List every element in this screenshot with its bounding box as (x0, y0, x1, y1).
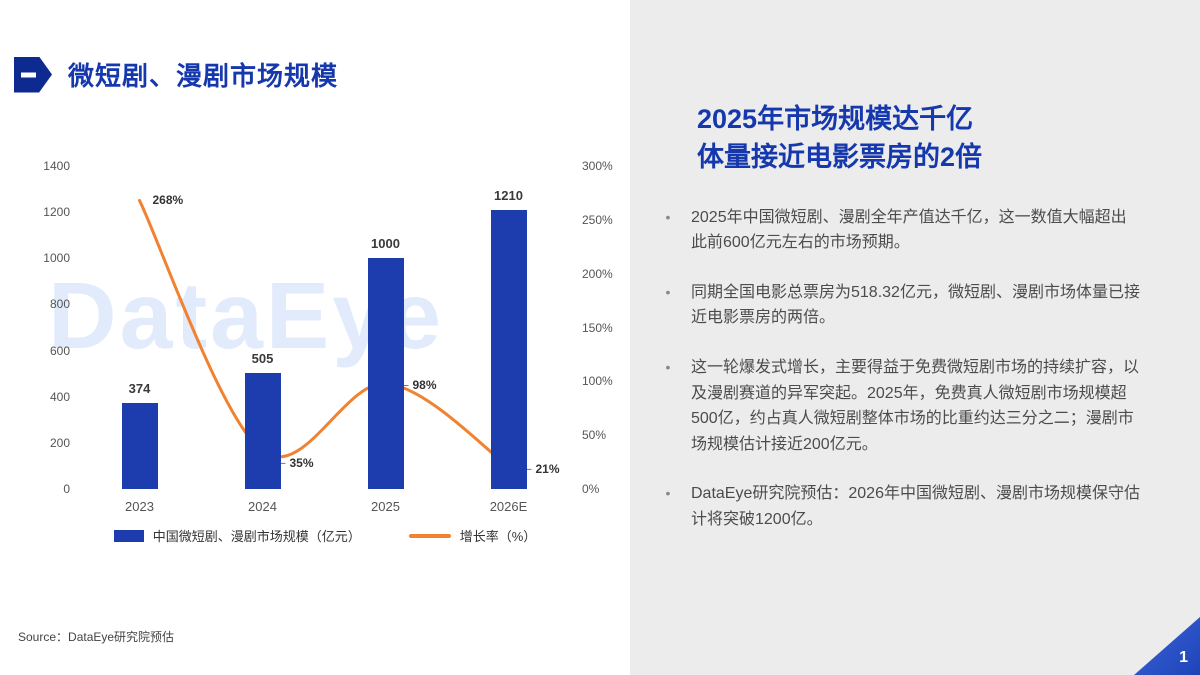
left-axis-tick: 600 (49, 343, 70, 358)
chart-legend: 中国微短剧、漫剧市场规模（亿元） 增长率（%） (30, 526, 620, 545)
left-axis-ticks: 1400 1200 1000 800 600 400 200 0 (30, 159, 70, 496)
left-axis-tick: 1400 (43, 159, 70, 173)
left-axis-tick: 0 (63, 482, 70, 496)
bar-value-label: 1210 (494, 187, 523, 203)
bullet-text: 2025年中国微短剧、漫剧全年产值达千亿，这一数值大幅超出此前600亿元左右的市… (691, 208, 1127, 252)
bullet-dot: • (665, 208, 671, 225)
market-size-bar (367, 258, 404, 489)
left-axis-tick: 800 (49, 297, 70, 312)
x-axis-label: 2023 (125, 499, 154, 514)
panel-heading: 2025年市场规模达千亿 体量接近电影票房的2倍 (697, 100, 1150, 177)
list-item: • DataEye研究院预估：2026年中国微短剧、漫剧市场规模保守估计将突破12… (658, 481, 1142, 532)
list-item: • 同期全国电影总票房为518.32亿元，微短剧、漫剧市场体量已接近电影票房的两倍… (658, 280, 1142, 331)
growth-rate-label: 21% (535, 462, 560, 477)
market-size-chart: 1400 1200 1000 800 600 400 200 0 374 505 1000 1210… (30, 158, 620, 558)
bullet-text: 这一轮爆发式增长，主要得益于免费微短剧市场的持续扩容，以及漫剧赛道的异军突起。2… (691, 359, 1140, 453)
bullet-text: DataEye研究院预估：2026年中国微短剧、漫剧市场规模保守估计将突破120… (691, 485, 1140, 528)
left-axis-tick: 1200 (43, 205, 70, 220)
x-axis-labels: 2023 2024 2025 2026E (78, 499, 570, 517)
growth-rate-label: 98% (412, 378, 437, 393)
market-size-bar (244, 372, 281, 489)
right-axis-tick: 50% (582, 428, 607, 443)
page-number: 1 (1179, 649, 1188, 666)
slide-header: 微短剧、漫剧市场规模 (14, 56, 338, 93)
bullet-list: • 2025年中国微短剧、漫剧全年产值达千亿，这一数值大幅超出此前600亿元左右的… (658, 205, 1142, 533)
source-note: Source：DataEye研究院预估 (18, 630, 175, 644)
growth-rate-label: 35% (289, 456, 314, 471)
right-axis-tick: 100% (582, 374, 613, 389)
title-marker-icon (14, 56, 52, 93)
growth-rate-label: 268% (152, 193, 184, 208)
left-axis-tick: 1000 (43, 251, 70, 266)
x-axis-label: 2026E (489, 499, 528, 514)
list-item: • 这一轮爆发式增长，主要得益于免费微短剧市场的持续扩容，以及漫剧赛道的异军突起。… (658, 355, 1142, 457)
x-axis-label: 2024 (248, 499, 277, 514)
legend-line-swatch (408, 533, 451, 538)
page-title: 微短剧、漫剧市场规模 (68, 61, 339, 91)
x-axis-label: 2025 (371, 499, 400, 514)
left-axis-tick: 400 (49, 389, 70, 404)
right-axis-tick: 0% (582, 482, 600, 496)
right-axis-tick: 300% (582, 159, 613, 173)
left-axis-tick: 200 (49, 435, 70, 450)
panel-heading-line1: 2025年市场规模达千亿 (697, 104, 974, 134)
bullet-text: 同期全国电影总票房为518.32亿元，微短剧、漫剧市场体量已接近电影票房的两倍。 (691, 283, 1140, 327)
bullet-dot: • (665, 283, 671, 300)
legend-bar-swatch (113, 529, 144, 542)
list-item: • 2025年中国微短剧、漫剧全年产值达千亿，这一数值大幅超出此前600亿元左右的… (658, 205, 1142, 256)
bar-value-label: 505 (251, 350, 274, 366)
legend-label: 增长率（%） (459, 529, 537, 544)
legend-item: 增长率（%） (408, 526, 537, 545)
right-axis-tick: 150% (582, 320, 613, 335)
bullet-dot: • (665, 359, 671, 376)
legend-item: 中国微短剧、漫剧市场规模（亿元） (113, 526, 361, 545)
market-size-bar (490, 209, 527, 489)
bar-value-label: 374 (128, 380, 151, 396)
summary-panel: 2025年市场规模达千亿 体量接近电影票房的2倍 • 2025年中国微短剧、漫剧全… (630, 0, 1200, 675)
bullet-dot: • (665, 485, 671, 502)
bar-value-label: 1000 (371, 236, 400, 252)
market-size-bar (121, 402, 158, 489)
legend-label: 中国微短剧、漫剧市场规模（亿元） (152, 529, 361, 544)
title-marker-dash (21, 72, 36, 77)
right-axis-tick: 200% (582, 266, 613, 281)
panel-heading-line2: 体量接近电影票房的2倍 (697, 142, 983, 173)
plot-area: 374 505 1000 1210 268% 35% 98% 21% (78, 166, 570, 489)
right-axis-tick: 250% (582, 212, 613, 227)
right-axis-ticks: 300% 250% 200% 150% 100% 50% 0% (582, 159, 628, 496)
